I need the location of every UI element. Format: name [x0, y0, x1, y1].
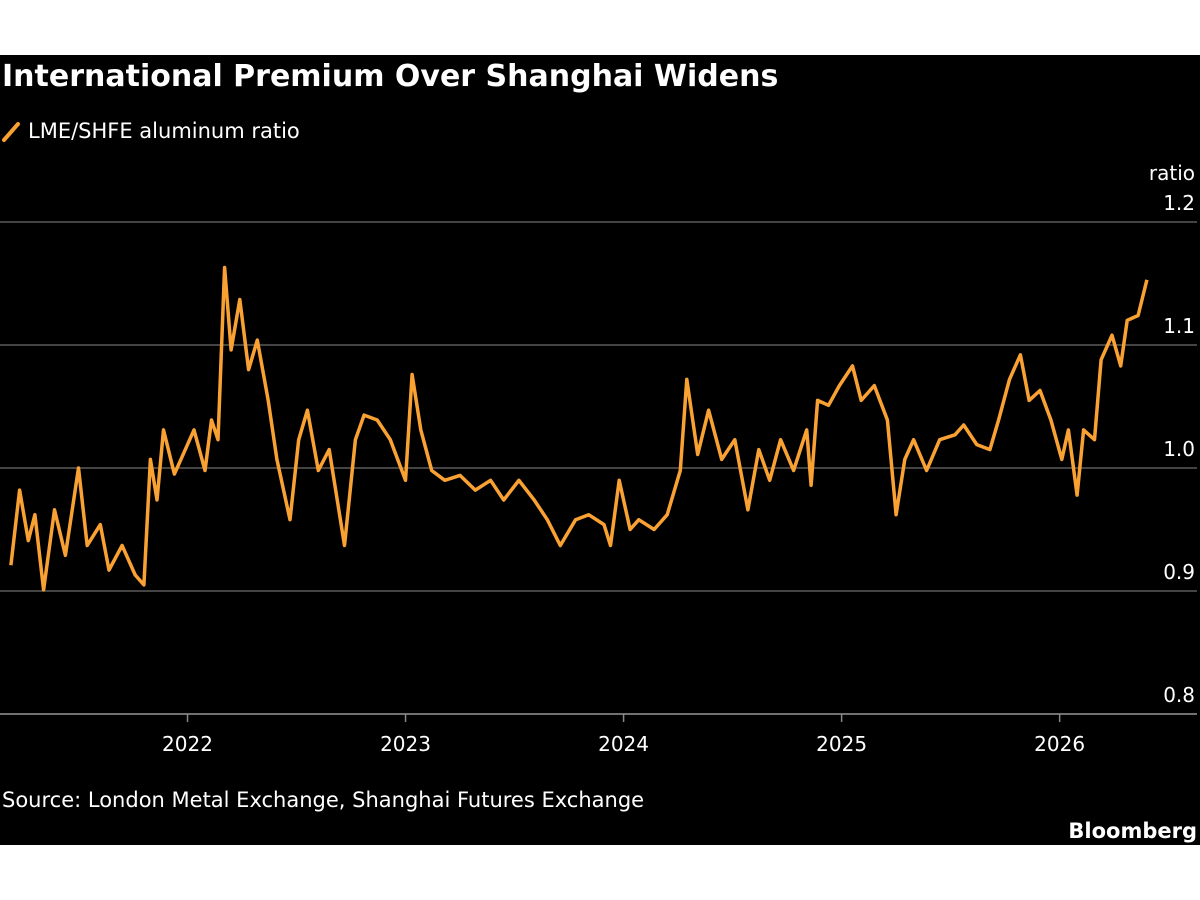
x-tick-label: 2026 — [1034, 732, 1085, 756]
x-tick-label: 2022 — [162, 732, 213, 756]
y-tick-label: 1.1 — [1163, 314, 1195, 338]
y-tick-label: 1.2 — [1163, 191, 1195, 215]
source: Source: London Metal Exchange, Shanghai … — [2, 788, 644, 812]
x-tick-label: 2025 — [816, 732, 867, 756]
legend-label: LME/SHFE aluminum ratio — [28, 119, 300, 143]
chart-title: International Premium Over Shanghai Wide… — [2, 59, 778, 94]
y-tick-label: 1.0 — [1163, 437, 1195, 461]
background — [0, 55, 1200, 845]
y-tick-label: 0.8 — [1163, 683, 1195, 707]
legend-swatch — [2, 122, 20, 142]
y-unit: ratio — [1149, 161, 1195, 185]
x-tick-label: 2024 — [598, 732, 649, 756]
brand: Bloomberg — [1068, 819, 1197, 843]
data-line — [9, 265, 1149, 592]
y-tick-label: 0.9 — [1163, 560, 1195, 584]
x-tick-label: 2023 — [380, 732, 431, 756]
